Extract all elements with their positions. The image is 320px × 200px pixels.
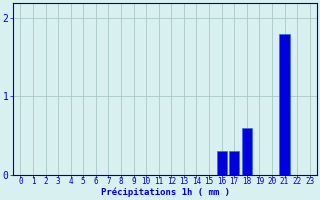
Bar <box>217 151 227 175</box>
Bar <box>229 151 239 175</box>
Bar <box>242 128 252 175</box>
X-axis label: Précipitations 1h ( mm ): Précipitations 1h ( mm ) <box>100 188 229 197</box>
Bar <box>279 34 290 175</box>
